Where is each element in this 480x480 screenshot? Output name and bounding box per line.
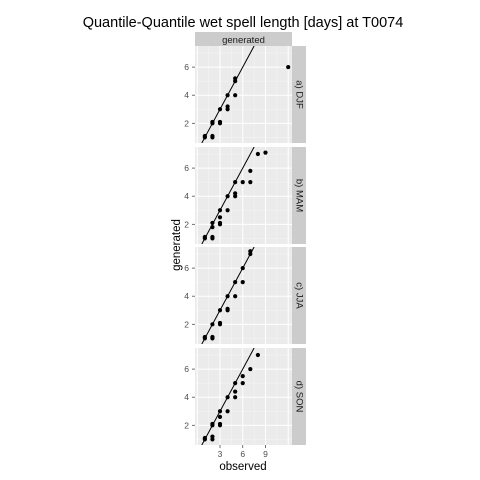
facet-panel: 2 4 6 a) DJF xyxy=(184,46,306,143)
data-point xyxy=(217,320,223,326)
facet-panels: 2 4 6 a) DJF 2 4 6 b) MAM 2 4 6 c) JJA 2 4 6 d) SON xyxy=(184,46,306,445)
data-point xyxy=(210,434,215,439)
x-tick-label: 9 xyxy=(263,449,268,459)
data-point xyxy=(255,352,260,358)
data-point xyxy=(210,234,215,240)
panel-strip-label: d) SON xyxy=(294,381,305,413)
data-point xyxy=(202,133,207,139)
data-point xyxy=(240,381,245,386)
y-tick-label: 6 xyxy=(184,263,189,273)
x-axis: 3 6 9 xyxy=(218,445,268,459)
data-point xyxy=(233,180,238,185)
y-tick-label: 2 xyxy=(184,219,189,229)
panel-background xyxy=(195,46,292,143)
y-tick-label: 4 xyxy=(184,392,189,402)
y-tick-label: 6 xyxy=(184,364,189,374)
data-point xyxy=(217,107,223,112)
y-tick-label: 2 xyxy=(184,319,189,329)
data-point xyxy=(255,151,260,157)
x-axis-title: observed xyxy=(219,461,266,473)
data-point xyxy=(225,409,230,414)
top-strip xyxy=(195,32,292,46)
data-point xyxy=(210,220,215,226)
panel-strip xyxy=(292,46,306,143)
data-point xyxy=(217,208,223,213)
data-point xyxy=(217,119,223,125)
data-point xyxy=(248,366,253,372)
data-point xyxy=(233,381,238,386)
chart-title: Quantile-Quantile wet spell length [days… xyxy=(83,15,404,31)
data-point xyxy=(225,306,230,311)
data-point xyxy=(225,104,230,109)
y-axis-title: generated xyxy=(171,219,183,271)
y-tick-label: 2 xyxy=(184,118,189,128)
x-tick-label: 3 xyxy=(218,449,223,459)
data-point xyxy=(248,168,253,173)
data-point xyxy=(233,395,238,400)
y-tick-label: 4 xyxy=(184,291,189,301)
y-tick-label: 6 xyxy=(184,62,189,72)
data-point xyxy=(225,395,230,400)
data-point xyxy=(202,234,207,240)
data-point xyxy=(233,93,238,98)
y-tick-label: 6 xyxy=(184,163,189,173)
data-point xyxy=(263,150,268,155)
panel-strip-label: a) DJF xyxy=(294,80,305,109)
data-point xyxy=(217,308,223,313)
x-tick-label: 6 xyxy=(240,449,245,459)
data-point xyxy=(217,414,223,419)
panel-strip xyxy=(292,147,306,244)
data-point xyxy=(202,435,207,441)
panel-background xyxy=(195,247,292,344)
data-point xyxy=(210,334,215,340)
data-point xyxy=(217,220,223,226)
data-point xyxy=(225,93,230,98)
panel-strip-label: b) MAM xyxy=(294,179,305,212)
data-point xyxy=(286,64,291,70)
data-point xyxy=(233,389,238,394)
panel-strip-label: c) JJA xyxy=(294,282,305,309)
data-point xyxy=(225,208,230,213)
data-point xyxy=(210,119,215,125)
data-point xyxy=(217,215,223,220)
y-tick-label: 4 xyxy=(184,191,189,201)
data-point xyxy=(240,180,245,185)
data-point xyxy=(240,280,245,285)
facet-panel: 2 4 6 c) JJA xyxy=(184,247,306,344)
data-point xyxy=(217,421,223,427)
y-tick-label: 4 xyxy=(184,90,189,100)
data-point xyxy=(202,334,207,340)
facet-panel: 2 4 6 d) SON xyxy=(184,348,306,445)
data-point xyxy=(210,322,215,327)
data-point xyxy=(225,194,230,199)
data-point xyxy=(233,191,238,196)
data-point xyxy=(233,280,238,285)
data-point xyxy=(240,265,245,271)
data-point xyxy=(248,249,253,254)
data-point xyxy=(210,225,215,230)
panel-background xyxy=(195,348,292,445)
top-strip-label: generated xyxy=(222,35,265,46)
data-point xyxy=(217,409,223,414)
panel-strip xyxy=(292,348,306,445)
data-point xyxy=(210,133,215,139)
data-point xyxy=(225,294,230,299)
data-point xyxy=(240,374,245,379)
data-point xyxy=(233,294,238,299)
y-tick-label: 2 xyxy=(184,420,189,430)
facet-panel: 2 4 6 b) MAM xyxy=(184,147,306,244)
panel-strip xyxy=(292,247,306,344)
data-point xyxy=(233,76,238,81)
data-point xyxy=(248,180,253,185)
data-point xyxy=(210,421,215,427)
